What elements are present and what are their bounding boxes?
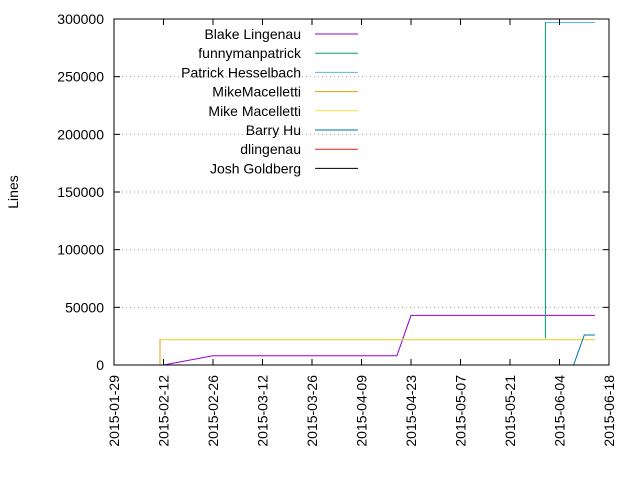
- series-line-3: [159, 339, 595, 365]
- series-line-0: [163, 314, 595, 366]
- legend-label: dlingenau: [240, 141, 301, 157]
- legend-label: funnymanpatrick: [198, 45, 302, 61]
- y-tick-label: 250000: [57, 69, 104, 85]
- y-tick-label: 50000: [65, 299, 104, 315]
- x-tick-label: 2015-02-12: [156, 375, 172, 447]
- x-tick-label: 2015-05-21: [502, 375, 518, 447]
- x-tick-label: 2015-06-18: [601, 375, 617, 447]
- legend: Blake Lingenau funnymanpatrick Patrick Hes…: [181, 26, 358, 176]
- legend-label: Blake Lingenau: [204, 26, 301, 42]
- x-tick-label: 2015-02-26: [205, 375, 221, 447]
- legend-label: Mike Macelletti: [208, 103, 301, 119]
- grid-lines: [114, 76, 609, 308]
- legend-label: Patrick Hesselbach: [181, 64, 301, 80]
- x-tick-label: 2015-03-12: [255, 375, 271, 447]
- x-tick-label: 2015-01-29: [106, 375, 122, 447]
- series-lines: [159, 22, 595, 366]
- legend-label: Josh Goldberg: [210, 160, 301, 176]
- x-tick-label: 2015-06-04: [552, 375, 568, 447]
- legend-label: MikeMacelletti: [212, 84, 301, 100]
- x-tick-label: 2015-03-26: [304, 375, 320, 447]
- x-tick-label: 2015-04-23: [403, 375, 419, 447]
- y-axis: 0 50000 100000 150000 200000 250000 300000: [57, 11, 609, 373]
- y-tick-label: 200000: [57, 126, 104, 142]
- y-tick-label: 0: [96, 357, 104, 373]
- legend-label: Barry Hu: [246, 122, 301, 138]
- series-line-1: [544, 22, 595, 339]
- x-tick-label: 2015-04-09: [354, 375, 370, 447]
- x-tick-label: 2015-05-07: [453, 375, 469, 447]
- y-tick-label: 150000: [57, 184, 104, 200]
- x-axis: 2015-01-29 2015-02-12 2015-02-26 2015-03-12…: [106, 19, 617, 447]
- y-axis-label: Lines: [5, 175, 21, 208]
- y-tick-label: 300000: [57, 11, 104, 27]
- y-tick-label: 100000: [57, 242, 104, 258]
